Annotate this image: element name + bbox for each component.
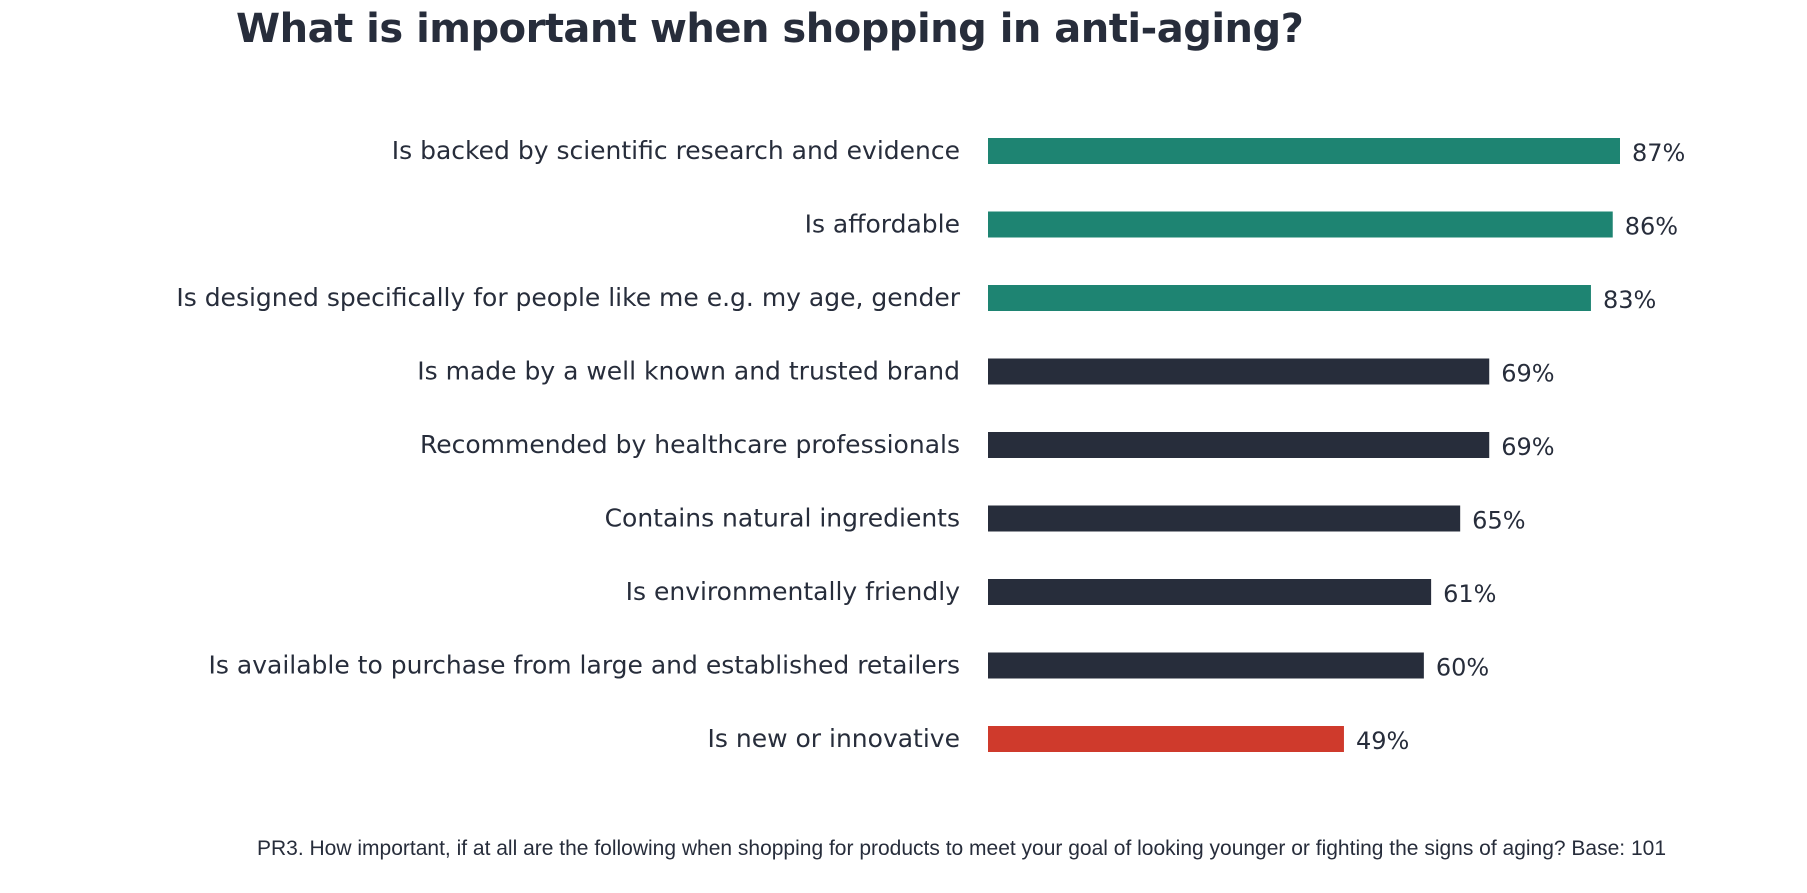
category-label: Is new or innovative	[708, 724, 960, 753]
value-label: 61%	[1443, 580, 1496, 608]
category-label: Contains natural ingredients	[605, 504, 960, 533]
value-label: 49%	[1356, 727, 1409, 755]
category-label: Is affordable	[805, 210, 960, 239]
category-label: Is made by a well known and trusted bran…	[417, 357, 960, 386]
bar	[988, 726, 1344, 752]
bar	[988, 432, 1490, 458]
value-label: 69%	[1501, 360, 1554, 388]
bar	[988, 579, 1432, 605]
category-label: Is backed by scientific research and evi…	[392, 136, 960, 165]
chart-title: What is important when shopping in anti-…	[236, 6, 1304, 52]
value-label: 65%	[1472, 507, 1525, 535]
bar	[988, 652, 1424, 679]
category-label: Recommended by healthcare professionals	[420, 430, 960, 459]
bar	[988, 211, 1613, 238]
value-label: 87%	[1632, 139, 1685, 167]
value-label: 69%	[1501, 433, 1554, 461]
bar	[988, 358, 1490, 385]
bar	[988, 285, 1591, 311]
value-label: 60%	[1436, 654, 1489, 682]
footnote: PR3. How important, if at all are the fo…	[257, 837, 1666, 860]
value-label: 86%	[1625, 213, 1678, 241]
value-label: 83%	[1603, 286, 1656, 314]
bar	[988, 138, 1620, 164]
category-label: Is designed specifically for people like…	[176, 283, 960, 312]
bar	[988, 505, 1461, 532]
category-label: Is available to purchase from large and …	[209, 651, 960, 680]
category-label: Is environmentally friendly	[626, 577, 961, 606]
